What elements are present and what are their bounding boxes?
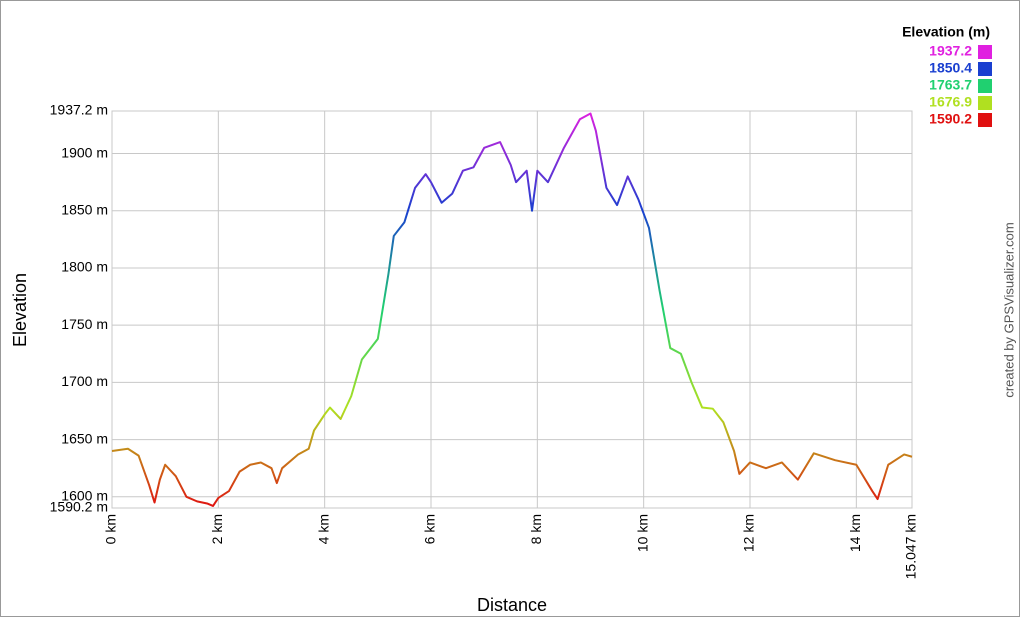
legend-label: 1937.2 [929, 43, 972, 59]
x-tick-label: 15.047 km [903, 514, 919, 579]
y-tick-label: 1850 m [61, 201, 108, 217]
x-tick-label: 0 km [103, 514, 119, 544]
y-tick-label: 1937.2 m [50, 102, 108, 118]
legend-swatch [978, 79, 992, 93]
legend-label: 1590.2 [929, 111, 972, 127]
legend-label: 1850.4 [929, 60, 972, 76]
y-axis-label: Elevation [10, 273, 30, 347]
legend-swatch [978, 45, 992, 59]
y-tick-label: 1700 m [61, 373, 108, 389]
y-tick-label: 1900 m [61, 144, 108, 160]
x-axis-label: Distance [477, 595, 547, 615]
legend-swatch [978, 96, 992, 110]
legend-swatch [978, 113, 992, 127]
x-tick-label: 6 km [422, 514, 438, 544]
credit: created by GPSVisualizer.com [1001, 222, 1016, 397]
x-tick-label: 2 km [209, 514, 225, 544]
x-tick-label: 12 km [741, 514, 757, 552]
x-tick-label: 14 km [847, 514, 863, 552]
y-tick-label: 1600 m [61, 487, 108, 503]
y-tick-label: 1590.2 m [50, 499, 108, 515]
y-tick-label: 1650 m [61, 430, 108, 446]
y-tick-label: 1800 m [61, 259, 108, 275]
legend-label: 1763.7 [929, 77, 972, 93]
legend-swatch [978, 62, 992, 76]
x-tick-label: 8 km [528, 514, 544, 544]
elevation-line [111, 112, 913, 507]
legend-label: 1676.9 [929, 94, 972, 110]
x-tick-label: 10 km [634, 514, 650, 552]
y-tick-label: 1750 m [61, 316, 108, 332]
legend-title: Elevation (m) [902, 24, 990, 40]
x-tick-label: 4 km [315, 514, 331, 544]
